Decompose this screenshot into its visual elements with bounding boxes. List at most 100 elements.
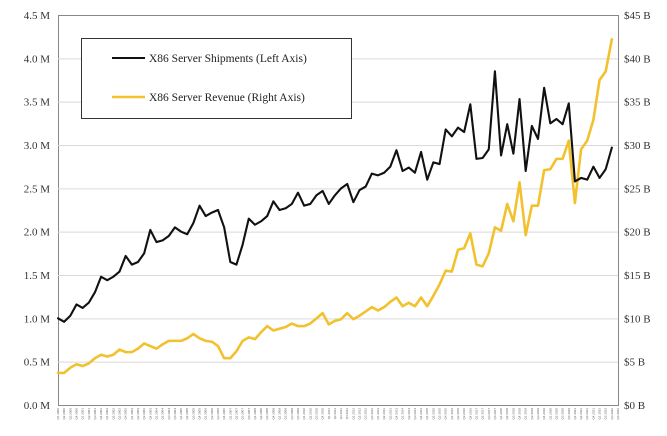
x-tick-label: Q4 2004 (173, 408, 177, 420)
right-axis-ticks: $0 B $5 B $10 B $15 B $20 B $25 B $30 B $35 B $4… (624, 10, 651, 412)
plot-area-border (58, 15, 619, 406)
x-tick-label: Q4 2014 (419, 408, 423, 420)
x-tick-label: Q2 2005 (185, 408, 189, 420)
x-tick-label: Q1 2014 (401, 408, 405, 420)
x-tick-label: Q4 2003 (148, 408, 152, 420)
x-tick-label: Q1 2010 (302, 408, 306, 420)
x-tick-label: Q4 2006 (222, 408, 226, 420)
x-tick-label: Q1 2009 (278, 408, 282, 420)
x-tick-label: Q2 2022 (604, 408, 608, 420)
x-tick-label: Q1 2013 (376, 408, 380, 420)
x-tick-label: Q1 2012 (351, 408, 355, 420)
legend: X86 Server Shipments (Left Axis) X86 Ser… (81, 38, 352, 119)
x-tick-label: Q3 2013 (388, 408, 392, 420)
x-tick-label: Q4 2015 (444, 408, 448, 420)
legend-label-revenue: X86 Server Revenue (Right Axis) (149, 92, 305, 104)
x-tick-label: Q2 2016 (456, 408, 460, 420)
x-tick-label: Q4 2009 (296, 408, 300, 420)
x-tick-label: Q4 2001 (99, 408, 103, 420)
x-tick-label: Q2 2018 (505, 408, 509, 420)
x-tick-label: Q1 2002 (105, 408, 109, 420)
right-tick-label: $30 B (624, 140, 651, 152)
x-tick-label: Q3 2008 (265, 408, 269, 420)
x-tick-label: Q3 2019 (536, 408, 540, 420)
legend-box (81, 38, 352, 119)
x-tick-label: Q2 2011 (333, 408, 337, 420)
x-tick-label: Q3 2017 (487, 408, 491, 420)
x-tick-label: Q1 2017 (474, 408, 478, 420)
x-axis-ticks: Q1 2000 Q2 2000 Q3 2000 Q4 2000 Q1 2001 Q2 20… (56, 408, 620, 420)
right-tick-label: $10 B (624, 313, 651, 325)
left-tick-label: 1.0 M (24, 313, 51, 325)
x-tick-label: Q3 2000 (68, 408, 72, 420)
x-tick-label: Q4 2002 (124, 408, 128, 420)
x-tick-label: Q2 2000 (62, 408, 66, 420)
x-tick-label: Q1 2015 (425, 408, 429, 420)
x-tick-label: Q3 2015 (438, 408, 442, 420)
x-tick-label: Q1 2007 (228, 408, 232, 420)
left-tick-label: 2.0 M (24, 227, 51, 239)
x-tick-label: Q1 2016 (450, 408, 454, 420)
x-tick-label: Q3 2022 (610, 408, 614, 420)
left-tick-label: 1.5 M (24, 270, 51, 282)
left-tick-label: 0.0 M (24, 400, 51, 412)
x-tick-label: Q2 2004 (161, 408, 165, 420)
left-tick-label: 4.5 M (24, 10, 51, 22)
x-tick-label: Q4 2013 (394, 408, 398, 420)
left-tick-label: 0.5 M (24, 357, 51, 369)
x-tick-label: Q3 2007 (241, 408, 245, 420)
series-line-revenue (56, 37, 614, 375)
x-tick-label: Q4 2011 (345, 408, 349, 420)
right-tick-label: $5 B (624, 357, 645, 369)
x-tick-label: Q3 2020 (561, 408, 565, 420)
x-tick-label: Q1 2020 (548, 408, 552, 420)
x-tick-label: Q4 2017 (493, 408, 497, 420)
x-tick-label: Q4 2008 (271, 408, 275, 420)
x-tick-label: Q4 2018 (518, 408, 522, 420)
x-tick-label: Q2 2007 (234, 408, 238, 420)
x-tick-label: Q1 2006 (204, 408, 208, 420)
left-tick-label: 2.5 M (24, 183, 51, 195)
left-tick-label: 3.5 M (24, 97, 51, 109)
x-tick-label: Q2 2019 (530, 408, 534, 420)
x-tick-label: Q2 2012 (358, 408, 362, 420)
x-tick-label: Q2 2014 (407, 408, 411, 420)
x-tick-label: Q1 2005 (179, 408, 183, 420)
x-tick-label: Q4 2016 (468, 408, 472, 420)
x-tick-label: Q3 2003 (142, 408, 146, 420)
x-tick-label: Q3 2005 (191, 408, 195, 420)
x-tick-label: Q1 2022 (598, 408, 602, 420)
x-tick-label: Q2 2015 (431, 408, 435, 420)
x-tick-label: Q2 2009 (284, 408, 288, 420)
x-tick-label: Q4 2005 (198, 408, 202, 420)
x-tick-label: Q1 2021 (573, 408, 577, 420)
x-tick-label: Q2 2013 (382, 408, 386, 420)
x-tick-label: Q2 2008 (259, 408, 263, 420)
x-tick-label: Q3 2001 (93, 408, 97, 420)
x-tick-label: Q2 2021 (579, 408, 583, 420)
x-tick-label: Q4 2010 (321, 408, 325, 420)
right-tick-label: $35 B (624, 97, 651, 109)
x-tick-label: Q1 2003 (130, 408, 134, 420)
x-tick-label: Q1 2001 (81, 408, 85, 420)
legend-label-shipments: X86 Server Shipments (Left Axis) (149, 53, 307, 65)
x-tick-label: Q2 2003 (136, 408, 140, 420)
x-tick-label: Q4 2012 (370, 408, 374, 420)
x-tick-label: Q3 2002 (118, 408, 122, 420)
x-tick-label: Q1 2008 (253, 408, 257, 420)
left-tick-label: 4.0 M (24, 53, 51, 65)
series-line-shipments (56, 70, 613, 323)
x-tick-label: Q4 2007 (247, 408, 251, 420)
x-tick-label: Q1 2000 (56, 408, 60, 420)
x-tick-label: Q2 2017 (481, 408, 485, 420)
x-tick-label: Q4 2000 (74, 408, 78, 420)
x-tick-label: Q3 2006 (216, 408, 220, 420)
x-tick-label: Q2 2010 (308, 408, 312, 420)
left-axis-ticks: 0.0 M 0.5 M 1.0 M 1.5 M 2.0 M 2.5 M 3.0 M 3.5 M… (24, 10, 51, 412)
x-tick-label: Q2 2020 (554, 408, 558, 420)
x-tick-label: Q3 2021 (585, 408, 589, 420)
x-tick-label: Q3 2009 (290, 408, 294, 420)
x-tick-label: Q4 2021 (591, 408, 595, 420)
right-tick-label: $45 B (624, 10, 651, 22)
right-tick-label: $20 B (624, 227, 651, 239)
